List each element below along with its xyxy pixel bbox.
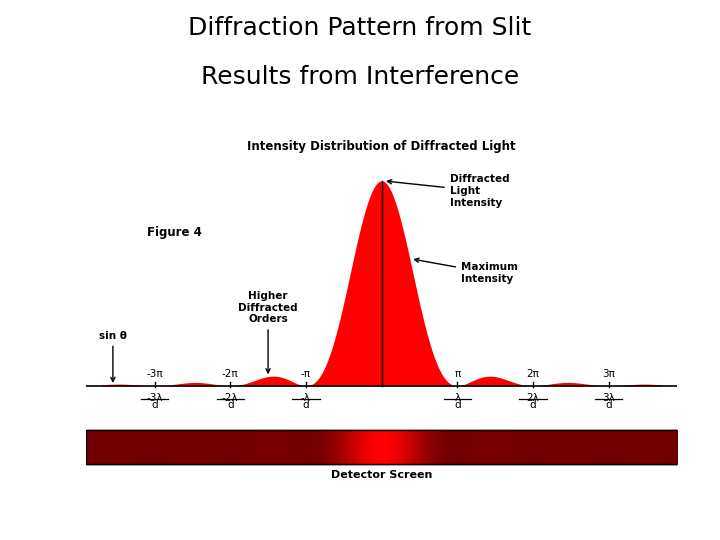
Text: Intensity Distribution of Diffracted Light: Intensity Distribution of Diffracted Lig… (247, 140, 516, 153)
Bar (86, 430, 677, 464)
Text: Diffracted
Light
Intensity: Diffracted Light Intensity (387, 174, 509, 208)
Text: sin θ: sin θ (99, 330, 127, 381)
Text: d: d (530, 400, 536, 410)
Text: λ: λ (454, 393, 460, 403)
Text: Maximum
Intensity: Maximum Intensity (415, 258, 518, 284)
Text: -λ: -λ (301, 393, 311, 403)
Text: -3π: -3π (146, 369, 163, 379)
Text: Detector Screen: Detector Screen (331, 470, 432, 481)
Text: Higher
Diffracted
Orders: Higher Diffracted Orders (238, 291, 298, 373)
Text: d: d (151, 400, 158, 410)
Text: 3λ: 3λ (603, 393, 615, 403)
Text: -π: -π (301, 369, 311, 379)
Text: π: π (454, 369, 460, 379)
Text: Diffraction Pattern from Slit: Diffraction Pattern from Slit (189, 16, 531, 40)
Text: -2π: -2π (222, 369, 238, 379)
Text: 3π: 3π (602, 369, 615, 379)
Text: -3λ: -3λ (146, 393, 163, 403)
Text: d: d (302, 400, 309, 410)
Text: d: d (227, 400, 233, 410)
Text: d: d (606, 400, 612, 410)
Text: Results from Interference: Results from Interference (201, 65, 519, 89)
Text: -2λ: -2λ (222, 393, 238, 403)
Text: d: d (454, 400, 461, 410)
Text: 2λ: 2λ (526, 393, 539, 403)
Text: Figure 4: Figure 4 (147, 226, 202, 239)
Text: 2π: 2π (526, 369, 539, 379)
